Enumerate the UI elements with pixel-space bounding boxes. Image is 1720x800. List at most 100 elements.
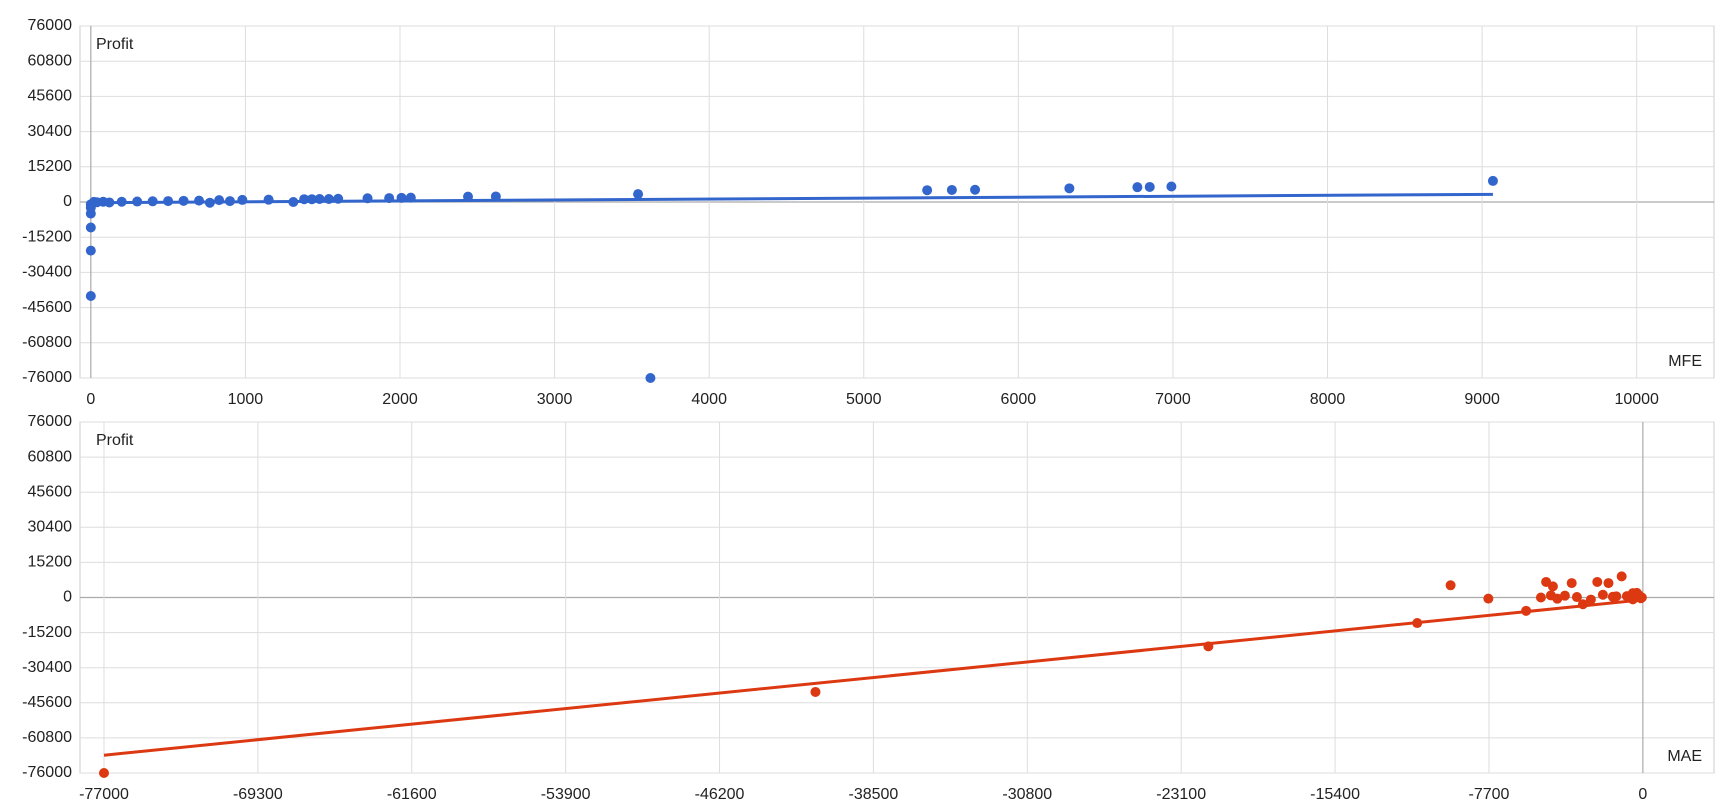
y-tick-label: -30400 [22,659,72,676]
y-tick-label: 60800 [28,448,73,465]
data-point [633,189,644,200]
x-tick-label: 0 [86,391,95,408]
data-point [178,195,189,206]
data-point [1621,591,1632,602]
data-point [396,192,407,203]
x-tick-label: -7700 [1469,786,1510,800]
data-point [384,193,395,204]
data-point [314,193,325,204]
data-point [263,194,274,205]
x-tick-label: -46200 [695,786,745,800]
data-point [1545,590,1556,601]
y-tick-label: 30400 [28,123,73,140]
y-tick-label: -30400 [22,264,72,281]
x-tick-label: -38500 [849,786,899,800]
data-point [645,373,656,383]
x-tick-label: 2000 [382,391,418,408]
data-point [1064,183,1075,194]
data-point [98,768,109,778]
y-axis-title: Profit [96,36,134,53]
data-point [1445,580,1456,591]
y-tick-label: 15200 [28,158,73,175]
x-tick-label: -30800 [1002,786,1052,800]
x-tick-label: -61600 [387,786,437,800]
data-point [463,191,474,202]
data-point [970,184,981,195]
y-tick-label: 0 [63,193,72,210]
data-point [490,191,501,202]
data-point [922,185,933,196]
data-point [1571,592,1582,603]
data-point [163,196,174,207]
x-tick-label: -53900 [541,786,591,800]
data-point [1635,593,1646,604]
data-point [214,195,225,206]
y-tick-label: -15200 [22,624,72,641]
x-tick-label: 5000 [846,391,882,408]
data-point [1547,581,1558,592]
trend-line [103,598,1644,757]
data-point [1559,590,1570,601]
y-tick-label: -45600 [22,694,72,711]
x-axis-title: MAE [1667,748,1702,765]
data-point [946,184,957,195]
data-point [1166,181,1177,192]
y-tick-label: -76000 [22,764,72,781]
x-tick-label: -23100 [1156,786,1206,800]
data-point [85,291,96,302]
data-point [132,196,143,207]
data-point [194,195,205,206]
data-point [88,196,99,207]
data-point [204,197,215,208]
y-tick-label: 30400 [28,519,73,536]
y-tick-label: -15200 [22,228,72,245]
x-tick-label: 10000 [1614,391,1659,408]
y-axis-title: Profit [96,432,134,449]
x-tick-label: 9000 [1464,391,1500,408]
data-point [1607,591,1618,602]
x-tick-label: 3000 [537,391,573,408]
y-tick-label: -60800 [22,334,72,351]
data-point [333,193,344,204]
data-point [1132,182,1143,193]
data-point [299,194,310,205]
y-tick-label: 0 [63,589,72,606]
data-point [1603,578,1614,589]
data-point [1412,618,1423,629]
y-tick-label: 76000 [28,413,73,430]
data-point [288,197,299,207]
x-tick-label: 4000 [691,391,727,408]
data-point [1585,594,1596,605]
data-point [1535,592,1546,603]
x-tick-label: 8000 [1310,391,1346,408]
data-point [405,192,416,203]
y-tick-label: 45600 [28,483,73,500]
data-point [810,686,821,697]
data-point [1144,181,1155,192]
data-point [1483,593,1494,604]
y-tick-label: 45600 [28,88,73,105]
y-tick-label: -76000 [22,369,72,386]
y-tick-label: -45600 [22,299,72,316]
data-point [237,194,248,205]
y-tick-label: 60800 [28,52,73,69]
x-tick-label: 0 [1638,786,1647,800]
data-point [362,193,373,204]
x-tick-label: -15400 [1310,786,1360,800]
data-point [1521,605,1532,616]
data-point [1597,589,1608,600]
data-point [224,196,235,207]
data-point [116,196,127,207]
x-tick-label: 6000 [1001,391,1037,408]
data-point [323,193,334,204]
x-tick-label: 7000 [1155,391,1191,408]
x-tick-label: -69300 [233,786,283,800]
data-point [1592,576,1603,587]
data-point [85,245,96,256]
data-point [1566,578,1577,589]
y-tick-label: 15200 [28,554,73,571]
data-point [1487,175,1498,186]
data-point [147,196,158,207]
x-tick-label: 1000 [228,391,264,408]
